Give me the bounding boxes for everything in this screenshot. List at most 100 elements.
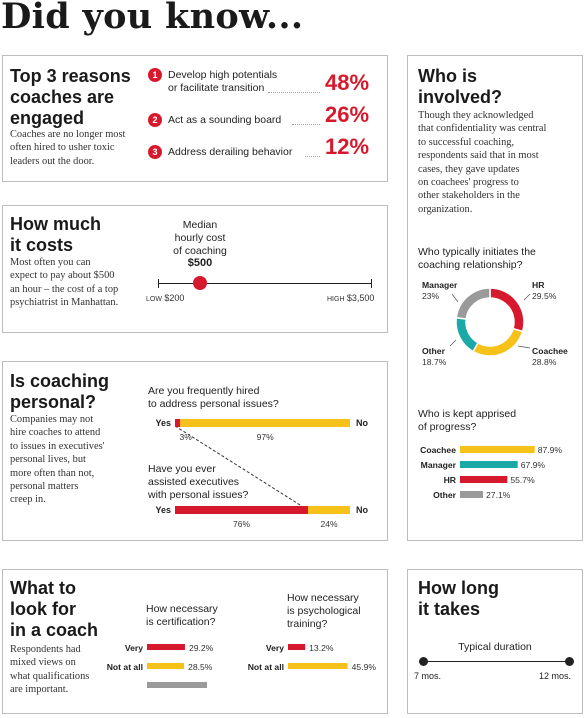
donut-label-coachee: Coachee bbox=[532, 346, 568, 356]
cost-median-label: Median hourly cost of coaching bbox=[173, 219, 227, 257]
apprised-bar-coachee bbox=[460, 446, 535, 453]
reason-leader-2 bbox=[292, 124, 320, 125]
apprised-label-manager: Manager bbox=[421, 460, 457, 470]
lookfor-cert-value-1: 29.2% bbox=[189, 643, 214, 653]
lookfor-psych-label-2: Not at all bbox=[248, 662, 284, 672]
reason-pct-3: 12% bbox=[325, 134, 370, 159]
donut-value-coachee: 28.8% bbox=[532, 357, 557, 367]
personal-yes-label-2: Yes bbox=[155, 505, 171, 515]
personal-q1: Are you frequently hired to address pers… bbox=[148, 385, 279, 410]
involved-description: Though they acknowledged that confidenti… bbox=[418, 110, 547, 215]
duration-title: How long it takes bbox=[418, 578, 499, 619]
duration-max-marker bbox=[565, 657, 574, 666]
apprised-bar-other bbox=[460, 491, 484, 498]
lookfor-cert-bar-1 bbox=[147, 644, 185, 650]
involved-title: Who is involved? bbox=[418, 66, 503, 107]
duration-label: Typical duration bbox=[458, 641, 532, 653]
lookfor-cert-value-2: 28.5% bbox=[188, 662, 213, 672]
apprised-label-hr: HR bbox=[444, 475, 457, 485]
reason-number-1: 1 bbox=[148, 68, 162, 82]
personal-yes-bar-2 bbox=[175, 506, 308, 514]
reason-label-2: Act as a sounding board bbox=[168, 114, 282, 126]
reason-number-3: 3 bbox=[148, 145, 162, 159]
reasons-description: Coaches are no longer most often hired t… bbox=[10, 129, 126, 167]
donut-slice-other bbox=[455, 316, 480, 353]
donut-slice-manager bbox=[455, 287, 491, 320]
personal-description: Companies may not hire coaches to attend… bbox=[10, 414, 105, 506]
personal-chart: Yes No 3% 97% Yes No 76% 24% bbox=[155, 418, 368, 529]
cost-range-low-tick bbox=[158, 279, 159, 288]
lookfor-q1: How necessary is certification? bbox=[146, 603, 218, 628]
reason-leader-1 bbox=[268, 92, 320, 93]
donut-value-other: 18.7% bbox=[422, 357, 447, 367]
personal-title: Is coaching personal? bbox=[10, 371, 110, 412]
involved-q1: Who typically initiates the coaching rel… bbox=[418, 246, 536, 271]
cost-high: HIGH $3,500 bbox=[327, 293, 375, 303]
apprised-label-coachee: Coachee bbox=[420, 445, 456, 455]
donut-value-hr: 29.5% bbox=[532, 291, 557, 301]
lookfor-psych-label-1: Very bbox=[266, 643, 284, 653]
donut-slice-hr bbox=[489, 287, 525, 333]
lookfor-title: What to look for in a coach bbox=[10, 578, 99, 640]
cost-title: How much it costs bbox=[10, 214, 102, 255]
reason-label-3: Address derailing behavior bbox=[168, 146, 293, 158]
personal-yes-value-2: 76% bbox=[233, 519, 250, 529]
personal-no-bar-2 bbox=[308, 506, 350, 514]
panel-duration bbox=[407, 569, 583, 714]
donut-label-hr: HR bbox=[532, 280, 545, 290]
donut-leader-manager bbox=[451, 293, 459, 303]
duration-max: 12 mos. bbox=[539, 671, 572, 681]
lookfor-cert-label-2: Not at all bbox=[107, 662, 143, 672]
reasons-title: Top 3 reasons coaches are engaged bbox=[10, 66, 131, 128]
personal-q2: Have you ever assisted executives with p… bbox=[148, 463, 249, 501]
personal-yes-bar-1 bbox=[175, 419, 181, 427]
cost-low: LOW $200 bbox=[146, 293, 185, 303]
personal-no-label-1: No bbox=[356, 418, 368, 428]
panel-cost bbox=[2, 205, 388, 333]
lookfor-psych-value-2: 45.9% bbox=[352, 662, 377, 672]
lookfor-chart: Very 29.2% Not at all 28.5% Very 13.2% Not at … bbox=[107, 643, 377, 688]
donut-leader-coachee bbox=[517, 345, 531, 349]
personal-no-value-1: 97% bbox=[257, 432, 274, 442]
reason-leader-3 bbox=[305, 156, 320, 157]
involved-q2: Who is kept apprised of progress? bbox=[418, 408, 517, 433]
personal-no-bar-1 bbox=[180, 419, 350, 427]
reason-number-2: 2 bbox=[148, 113, 162, 127]
donut-leader-other bbox=[449, 339, 457, 347]
reason-label-1: Develop high potentials or facilitate tr… bbox=[168, 69, 278, 94]
lookfor-cert-label-1: Very bbox=[125, 643, 143, 653]
apprised-value-hr: 55.7% bbox=[510, 475, 535, 485]
donut-label-manager: Manager bbox=[422, 280, 458, 290]
cost-median-marker bbox=[193, 276, 207, 290]
apprised-bar-hr bbox=[460, 476, 508, 483]
panel-top-reasons bbox=[2, 55, 388, 182]
cost-range-line bbox=[158, 283, 372, 284]
cost-range-high-tick bbox=[371, 279, 372, 288]
donut-label-other: Other bbox=[422, 346, 446, 356]
lookfor-description: Respondents had mixed views on what qual… bbox=[10, 644, 90, 696]
duration-min: 7 mos. bbox=[414, 671, 442, 681]
reason-pct-1: 48% bbox=[325, 70, 370, 95]
reason-pct-2: 26% bbox=[325, 102, 370, 127]
personal-no-label-2: No bbox=[356, 505, 368, 515]
lookfor-cert-bar-2 bbox=[147, 663, 185, 669]
lookfor-q2: How necessary is psychological training? bbox=[287, 592, 361, 630]
apprised-value-other: 27.1% bbox=[486, 490, 511, 500]
personal-yes-value-1: 3% bbox=[179, 432, 192, 442]
apprised-bar-manager bbox=[460, 461, 518, 468]
personal-no-value-2: 24% bbox=[320, 519, 337, 529]
apprised-value-coachee: 87.9% bbox=[538, 445, 563, 455]
apprised-value-manager: 67.9% bbox=[521, 460, 546, 470]
apprised-label-other: Other bbox=[433, 490, 457, 500]
personal-yes-label-1: Yes bbox=[155, 418, 171, 428]
personal-connector-left bbox=[174, 425, 309, 511]
page-title: Did you know... bbox=[1, 0, 304, 37]
duration-min-marker bbox=[419, 657, 428, 666]
lookfor-psych-bar-1 bbox=[288, 644, 306, 650]
cost-description: Most often you can expect to pay about $… bbox=[10, 257, 119, 309]
cost-median-value: $500 bbox=[187, 257, 213, 269]
panel-look-for bbox=[2, 569, 388, 714]
lookfor-psych-value-1: 13.2% bbox=[309, 643, 334, 653]
lookfor-psych-bar-2 bbox=[288, 663, 348, 669]
